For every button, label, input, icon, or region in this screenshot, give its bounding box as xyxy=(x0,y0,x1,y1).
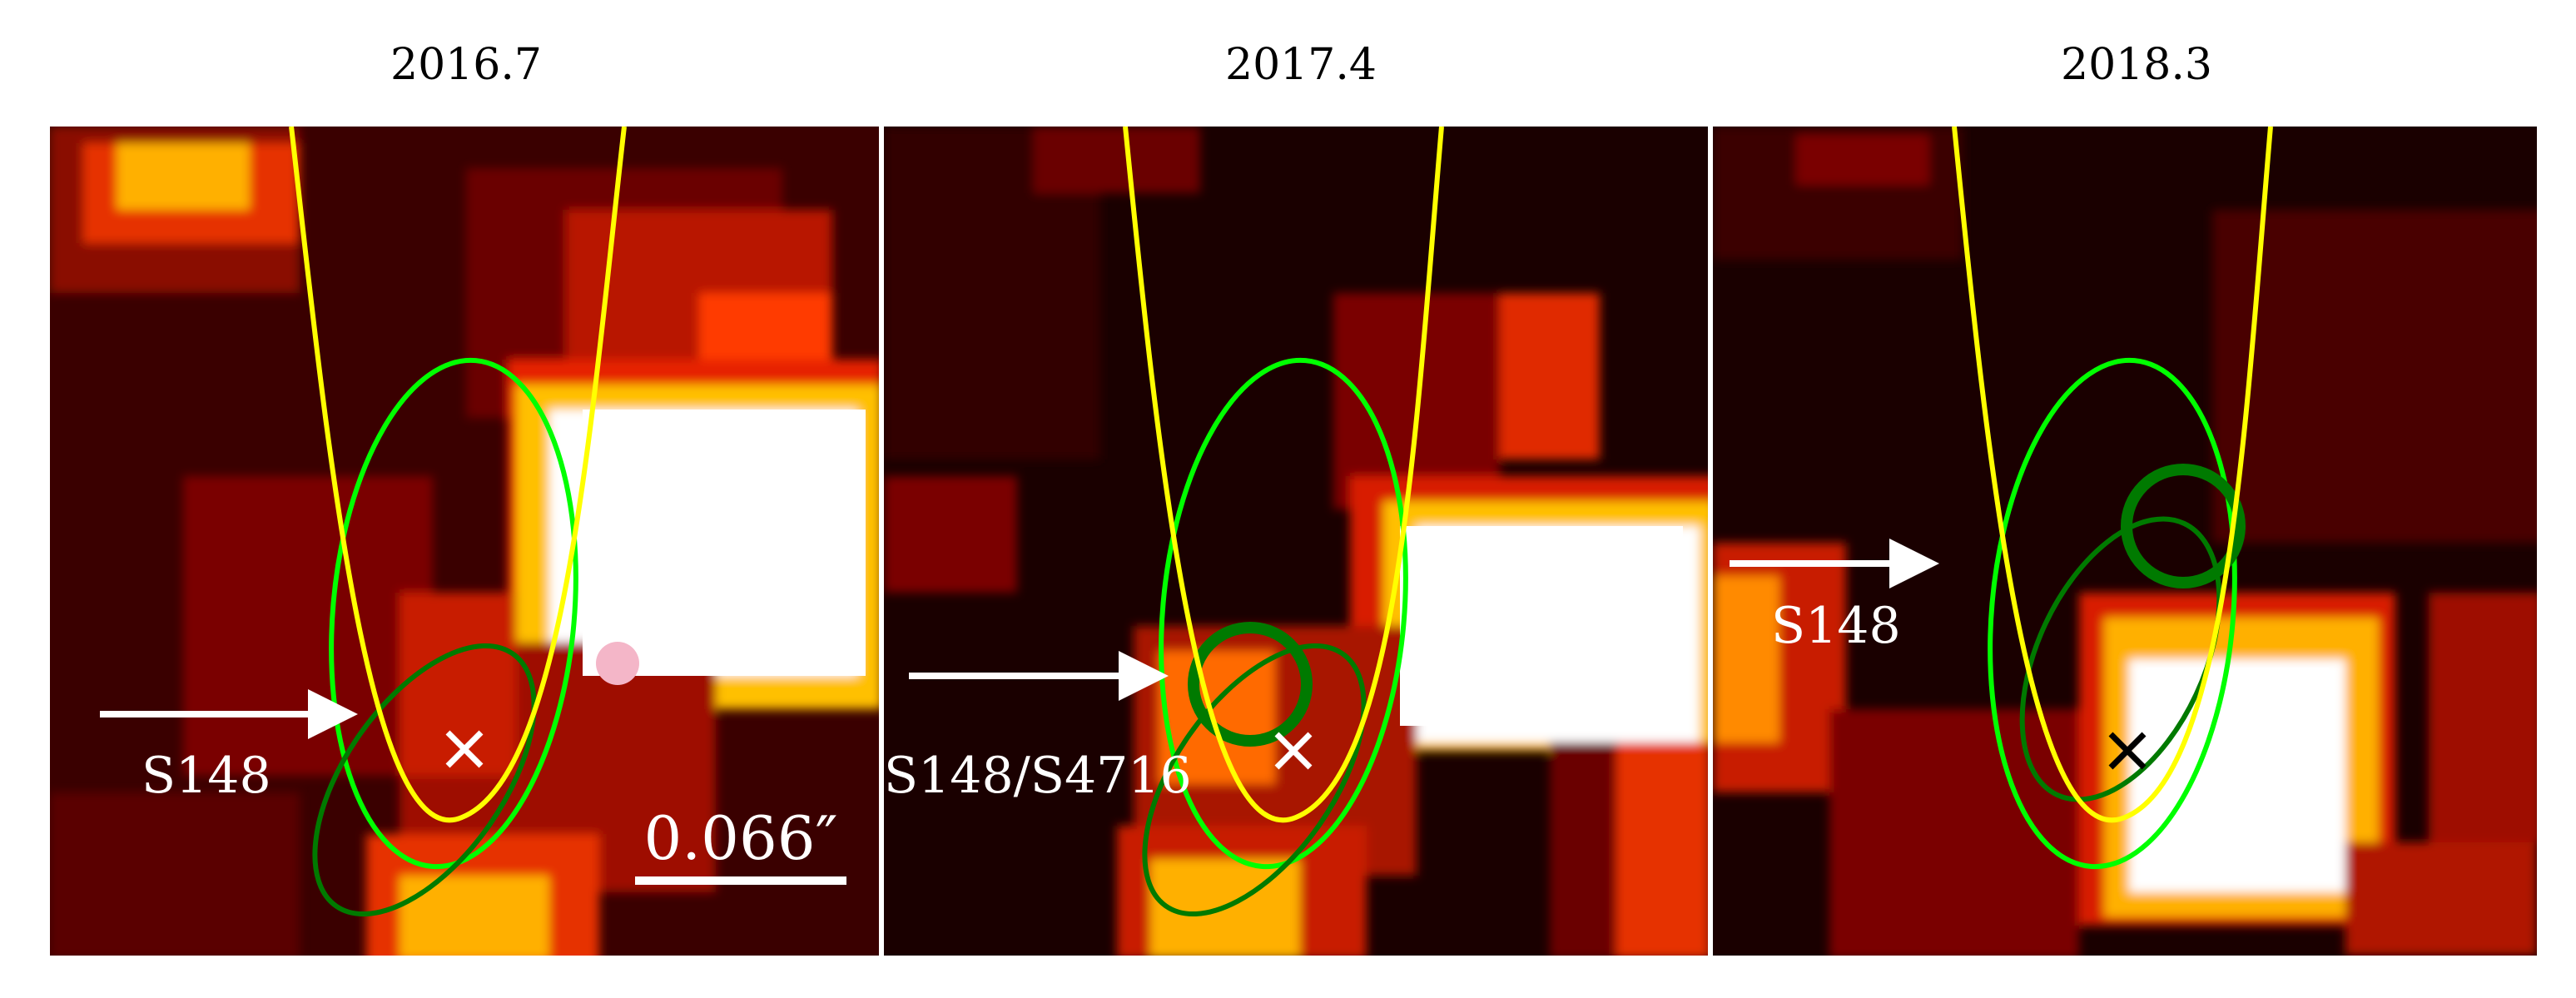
orbit-dark-green xyxy=(2019,516,2222,802)
panel-3-title: 2018.3 xyxy=(2061,40,2212,90)
pink-marker xyxy=(596,642,639,685)
orbit-dark-green xyxy=(312,643,537,917)
orbit-light-green xyxy=(1988,357,2237,870)
position-cross xyxy=(1274,732,1313,770)
bright-source xyxy=(583,410,866,676)
orbit-yellow xyxy=(1952,127,2273,823)
star-label: S148/S4716 xyxy=(884,747,1192,805)
orbit-dark-green xyxy=(1142,643,1367,917)
panel-2-title: 2017.4 xyxy=(1225,40,1377,90)
panel-2-svg: S148/S4716 xyxy=(884,127,1708,956)
bright-source xyxy=(2146,668,2329,851)
panel-1-title: 2016.7 xyxy=(390,40,542,90)
scale-bar-label: 0.066″ xyxy=(643,803,837,873)
orbit-light-green xyxy=(1159,357,1408,870)
panel-1-svg: S148 0.066″ xyxy=(50,127,879,956)
panel-2016-7: S148 0.066″ xyxy=(50,127,879,956)
panel-3-svg: S148 xyxy=(1713,127,2537,956)
dark-green-circle xyxy=(1188,622,1313,747)
star-label: S148 xyxy=(141,747,271,805)
orbit-light-green xyxy=(329,357,578,870)
position-cross xyxy=(2108,732,2147,770)
bright-source xyxy=(1400,526,1683,726)
orbit-yellow xyxy=(1123,127,1444,823)
panel-2018-3: S148 xyxy=(1708,127,2537,956)
arrow xyxy=(1730,539,1939,588)
arrow xyxy=(909,651,1169,701)
orbit-yellow xyxy=(289,127,627,823)
star-label: S148 xyxy=(1771,597,1901,655)
position-cross xyxy=(445,730,484,768)
dark-green-circle xyxy=(2121,464,2246,588)
panel-2017-4: S148/S4716 xyxy=(879,127,1708,956)
arrow xyxy=(100,689,358,739)
